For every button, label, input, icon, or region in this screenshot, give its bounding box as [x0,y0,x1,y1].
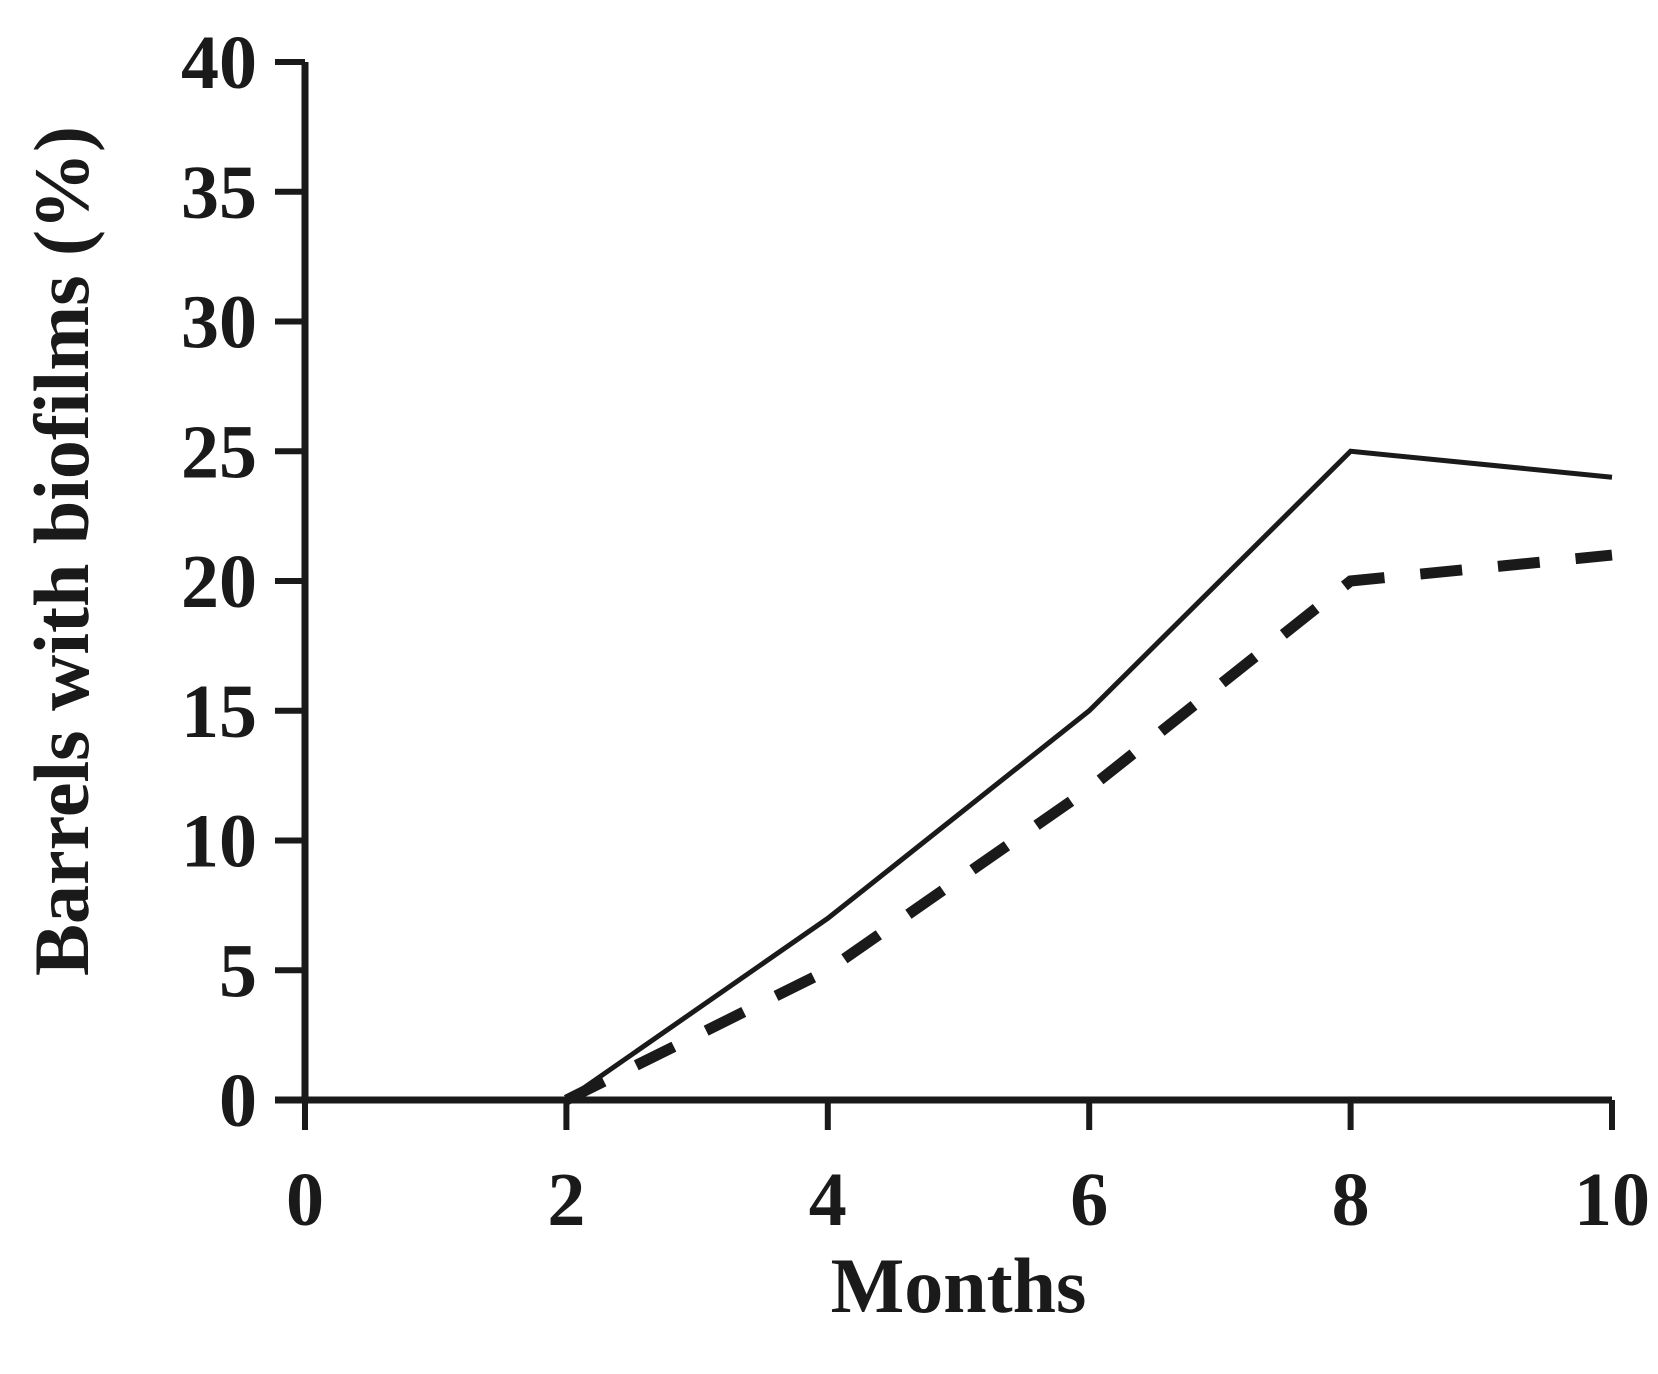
y-tick-label: 25 [181,410,257,494]
y-axis-title: Barrels with biofilms (%) [18,126,105,976]
y-tick-label: 30 [181,281,257,365]
x-axis-title: Months [831,1242,1087,1329]
series-line-2 [563,549,1613,1105]
y-tick-label: 10 [181,800,257,884]
x-tick-label: 10 [1574,1158,1650,1242]
x-tick-label: 0 [286,1158,324,1242]
y-axis: 0 5 10 15 20 25 30 35 40 [181,21,309,1143]
x-tick-label: 2 [547,1158,585,1242]
x-tick-label: 8 [1332,1158,1370,1242]
y-tick-label: 20 [181,540,257,624]
y-tick-label: 0 [219,1059,257,1143]
y-tick-label: 40 [181,21,257,105]
series-line-1 [564,448,1613,1103]
x-tick-label: 4 [809,1158,847,1242]
x-axis: 0 2 4 6 8 10 [275,1096,1650,1242]
y-tick-label: 5 [219,929,257,1013]
series-group [563,448,1613,1105]
y-tick-label: 15 [181,670,257,754]
y-tick-label: 35 [181,151,257,235]
x-tick-label: 6 [1070,1158,1108,1242]
